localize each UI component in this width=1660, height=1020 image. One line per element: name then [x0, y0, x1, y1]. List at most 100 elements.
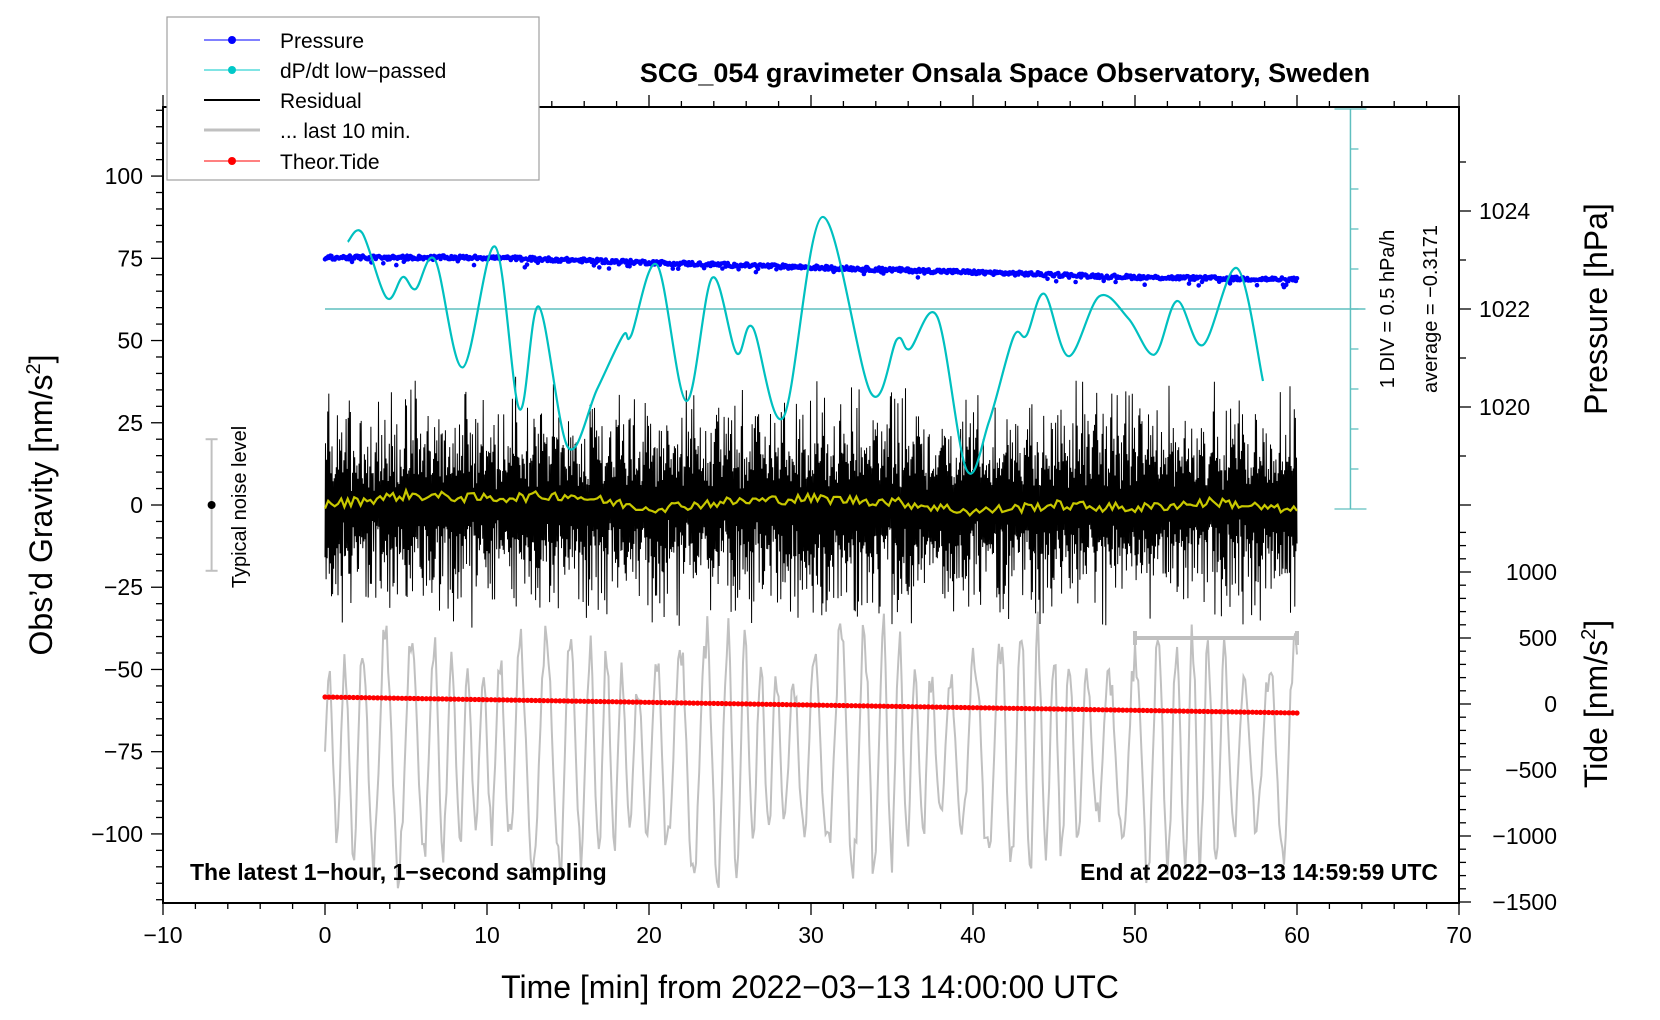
- pressure-point: [1056, 270, 1061, 276]
- tide-point: [682, 700, 689, 706]
- tide-point: [970, 705, 976, 711]
- x-tick-label: 30: [798, 922, 824, 948]
- tide-point: [354, 694, 360, 701]
- tide-point: [1063, 706, 1069, 712]
- tide-point: [755, 701, 762, 707]
- tide-point: [954, 704, 960, 711]
- tide-point: [1124, 707, 1130, 713]
- pressure-point: [1283, 282, 1289, 288]
- tide-point: [901, 703, 907, 710]
- y-left-tick-label: −50: [104, 656, 143, 682]
- tide-point: [994, 705, 1000, 711]
- tide-point: [508, 697, 514, 703]
- tide-point: [1079, 706, 1085, 713]
- tide-point: [391, 695, 397, 701]
- tide-point: [439, 696, 445, 702]
- tide-point: [399, 695, 405, 701]
- tide-point: [1286, 710, 1292, 716]
- tide-point: [853, 703, 859, 709]
- tide-series: [322, 694, 1300, 716]
- pressure-tick-label: 1020: [1479, 394, 1530, 420]
- pressure-point: [670, 266, 676, 271]
- tide-point: [1278, 710, 1284, 716]
- tide-point: [1181, 708, 1187, 714]
- x-tick-label: −10: [143, 922, 182, 948]
- tide-point: [1249, 709, 1256, 715]
- tide-point: [909, 704, 915, 710]
- y-left-tick-label: 25: [117, 410, 143, 436]
- tide-point: [1197, 708, 1203, 715]
- tide-point: [395, 695, 401, 701]
- tide-point: [366, 695, 373, 701]
- tide-point: [411, 695, 417, 702]
- tide-point: [407, 695, 413, 702]
- tide-point: [545, 698, 551, 704]
- tide-point: [743, 701, 749, 707]
- tide-point: [1177, 708, 1183, 714]
- tide-point: [796, 702, 802, 708]
- pressure-point: [1186, 281, 1192, 286]
- tide-point: [1185, 708, 1191, 714]
- tide-point: [614, 699, 620, 705]
- tide-point: [1140, 707, 1146, 714]
- tide-point: [840, 702, 847, 709]
- tide-point: [678, 700, 685, 706]
- tide-point: [500, 697, 506, 703]
- tide-point: [1274, 710, 1280, 716]
- y-left-tick-label: 100: [105, 163, 143, 189]
- tide-point: [747, 701, 753, 707]
- tide-point: [763, 701, 770, 707]
- tide-point: [415, 695, 421, 702]
- tide-point: [865, 703, 871, 709]
- tide-point: [427, 696, 433, 702]
- tide-point: [699, 700, 705, 706]
- tide-point: [857, 703, 863, 709]
- tide-point: [1221, 709, 1227, 715]
- tide-point: [1189, 708, 1195, 714]
- tide-point: [828, 702, 834, 708]
- pressure-tick-label: 1024: [1479, 198, 1530, 224]
- tide-point: [1136, 707, 1142, 714]
- tide-point: [808, 702, 814, 708]
- pressure-tick-label: 1022: [1479, 296, 1530, 322]
- tide-point: [634, 699, 640, 705]
- pressure-point: [597, 265, 602, 270]
- tide-point: [460, 696, 466, 702]
- tide-point: [897, 703, 903, 710]
- tide-point: [1266, 709, 1272, 716]
- tide-point: [735, 701, 741, 707]
- tide-point: [557, 698, 563, 704]
- tide-point: [1010, 705, 1017, 711]
- tide-point: [423, 696, 429, 702]
- pressure-point: [1073, 279, 1078, 285]
- tide-point: [982, 705, 988, 711]
- tide-point: [330, 694, 336, 700]
- x-tick-label: 20: [636, 922, 662, 948]
- tide-point: [1148, 708, 1154, 714]
- pressure-point: [755, 266, 761, 272]
- pressure-point: [349, 259, 355, 265]
- tide-point: [727, 701, 733, 707]
- tide-point: [666, 700, 672, 706]
- pressure-point: [1053, 279, 1059, 284]
- tide-point: [913, 704, 919, 710]
- tide-point: [1294, 710, 1300, 716]
- tide-point: [719, 700, 725, 707]
- tide-point: [565, 698, 571, 704]
- tide-point: [917, 704, 924, 710]
- tide-point: [950, 704, 956, 710]
- legend-marker-tide: [228, 157, 236, 165]
- tide-point: [1019, 705, 1025, 712]
- tide-point: [1144, 707, 1150, 714]
- tide-point: [403, 695, 409, 701]
- tide-point: [942, 704, 948, 710]
- tide-point: [605, 699, 612, 705]
- tide-point: [512, 697, 518, 703]
- tide-point: [962, 704, 968, 711]
- tide-point: [350, 694, 356, 701]
- tide-point: [1108, 707, 1114, 713]
- dpdt-average-label: average = −0.3171: [1420, 225, 1442, 393]
- legend-label-tide: Theor.Tide: [280, 151, 380, 174]
- tide-point: [492, 697, 498, 703]
